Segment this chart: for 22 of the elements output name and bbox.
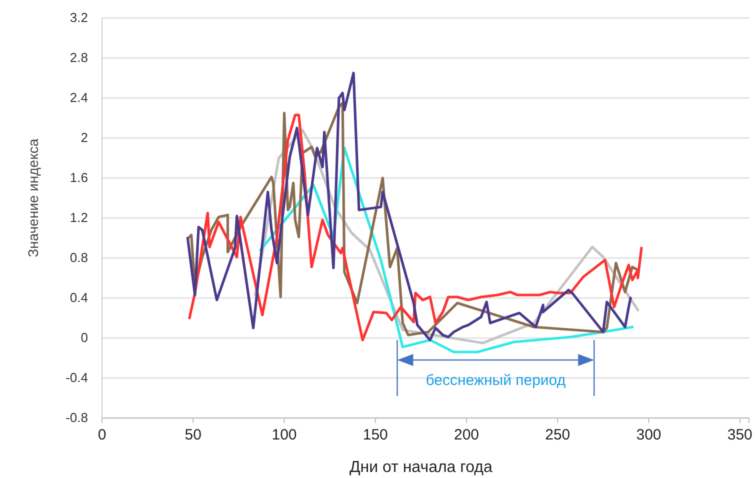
annotation: бесснежный период xyxy=(426,372,566,389)
y-tick-label: -0.8 xyxy=(66,410,88,426)
x-tick-label: 300 xyxy=(636,426,662,444)
x-tick-label: 50 xyxy=(184,426,202,444)
y-tick-label: 1.2 xyxy=(70,210,88,226)
x-tick-label: 250 xyxy=(545,426,570,444)
y-tick-label: 0.4 xyxy=(70,290,88,306)
x-tick-label: 200 xyxy=(454,426,480,444)
y-tick-label: 1.6 xyxy=(70,170,88,186)
x-tick-label: 150 xyxy=(362,426,388,444)
y-tick-label: 3.2 xyxy=(70,10,88,26)
x-tick-label: 350 xyxy=(727,426,752,444)
y-tick-label: 2.8 xyxy=(70,50,88,66)
y-tick-label: 0 xyxy=(80,330,88,346)
x-tick-label: 0 xyxy=(98,426,106,444)
y-axis-title: Значение индекса xyxy=(25,138,41,258)
y-tick-label: -0.4 xyxy=(66,370,88,386)
y-tick-label: 2 xyxy=(80,130,88,146)
x-axis-title: Дни от начала года xyxy=(349,459,493,476)
y-tick-label: 0.8 xyxy=(70,250,88,266)
x-tick-label: 100 xyxy=(272,426,297,444)
y-tick-label: 2.4 xyxy=(70,90,88,106)
